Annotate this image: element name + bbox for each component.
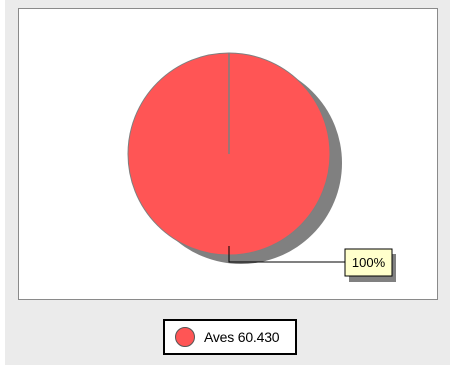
callout-leader-line [228, 246, 345, 263]
callout-box [344, 248, 393, 277]
legend-swatch-aves [175, 327, 195, 347]
plot-area: 100% [18, 8, 438, 300]
legend: Aves 60.430 [163, 319, 297, 355]
percentage-label: 100% [352, 255, 386, 270]
legend-label-aves: Aves 60.430 [204, 329, 280, 345]
chart-container: 100% Aves 60.430 [5, 0, 450, 365]
pie-chart: 100% [127, 52, 396, 282]
callout-layer: 100% [228, 246, 396, 282]
slices-layer [127, 52, 331, 256]
